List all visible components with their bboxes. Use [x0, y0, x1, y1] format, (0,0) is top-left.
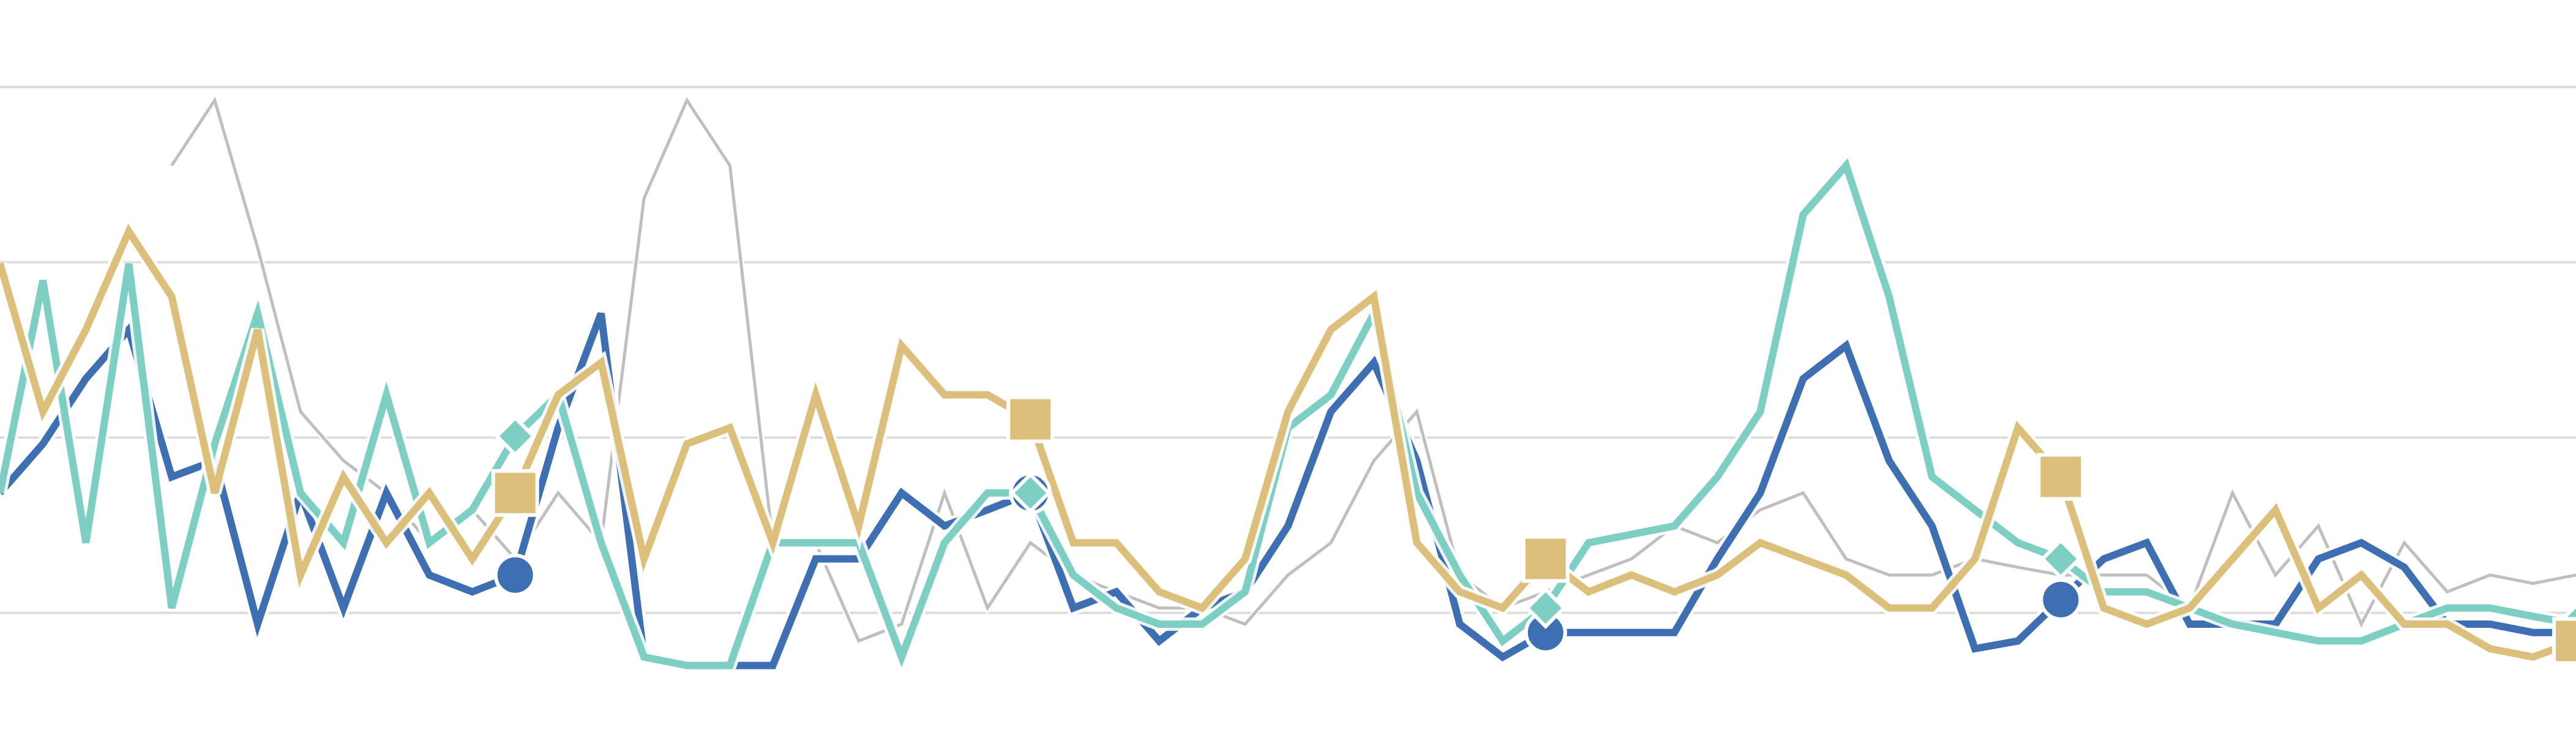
series-line	[0, 223, 2576, 661]
circle-marker	[493, 553, 537, 597]
series-line	[0, 312, 2576, 669]
diamond-marker	[1524, 587, 1567, 629]
diamond-marker	[1009, 472, 1052, 514]
diamond-marker	[2040, 538, 2082, 580]
circle-marker	[2039, 578, 2083, 621]
square-marker	[2552, 617, 2576, 665]
square-marker	[1006, 395, 1055, 444]
square-marker	[1521, 535, 1570, 583]
diamond-marker	[494, 415, 536, 458]
square-marker	[2037, 453, 2085, 501]
square-marker	[491, 469, 539, 517]
